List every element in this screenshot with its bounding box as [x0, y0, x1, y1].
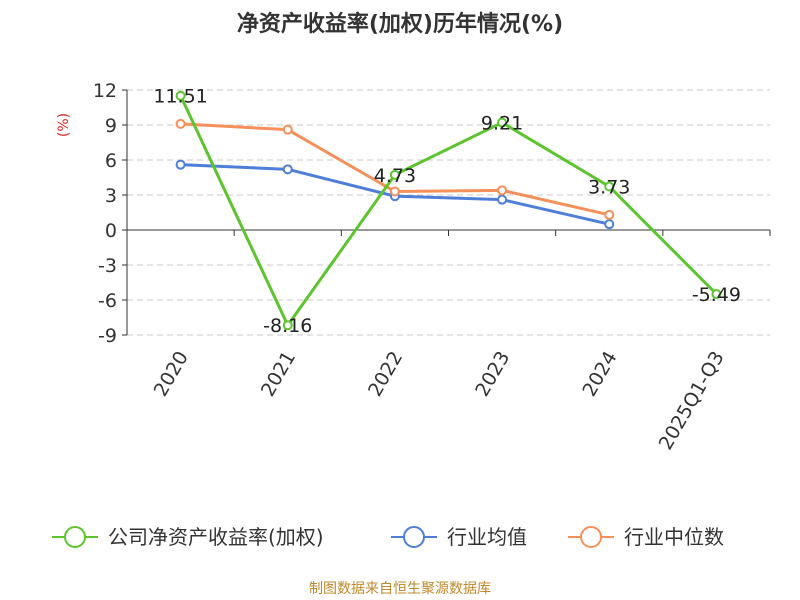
legend-marker	[403, 526, 425, 548]
grid-layer	[127, 89, 770, 336]
data-label-layer: 11.51 -8.16 4.73 9.21 3.73 -5.49	[153, 86, 741, 337]
data-label: 4.73	[374, 165, 416, 187]
x-tick-label: 2020	[150, 348, 193, 401]
x-tick-label: 2021	[257, 348, 300, 401]
data-point	[175, 118, 186, 129]
series-line-0	[179, 95, 718, 327]
y-tick-label: 3	[105, 185, 117, 207]
y-tick-label: 6	[105, 150, 117, 172]
data-point	[282, 164, 293, 175]
chart-title: 净资产收益率(加权)历年情况(%)	[236, 12, 564, 37]
data-point	[175, 90, 186, 101]
data-point	[604, 209, 615, 220]
legend-item: 行业中位数	[568, 525, 724, 549]
x-tick-label: 2025Q1-Q3	[655, 348, 729, 454]
data-point	[497, 194, 508, 205]
data-point	[497, 185, 508, 196]
data-point	[282, 320, 293, 331]
x-tick-label: 2024	[578, 348, 621, 401]
legend-label: 公司净资产收益率(加权)	[108, 525, 324, 549]
x-tick-label: 2022	[364, 348, 407, 401]
source-footer: 制图数据来自恒生聚源数据库	[309, 581, 491, 597]
data-point	[497, 117, 508, 128]
axis-layer: 12 9 6 3 0 -3 -6 -9 (%) 2020 2021 2022 2023 2024 2025Q…	[56, 80, 771, 454]
data-label: 3.73	[588, 176, 630, 198]
legend-item: 行业均值	[391, 525, 527, 549]
y-tick-label: -9	[98, 325, 117, 347]
legend-label: 行业均值	[447, 525, 527, 549]
y-tick-label: 0	[105, 220, 117, 242]
legend-marker	[580, 526, 602, 548]
data-point	[604, 219, 615, 230]
data-point	[711, 289, 722, 300]
legend: 公司净资产收益率(加权) 行业均值 行业中位数	[52, 525, 724, 549]
data-point	[175, 159, 186, 170]
data-point	[282, 124, 293, 135]
legend-marker	[64, 526, 86, 548]
y-tick-label: 9	[105, 115, 117, 137]
data-point	[389, 169, 400, 180]
y-tick-label: -3	[98, 255, 117, 277]
legend-label: 行业中位数	[624, 525, 724, 549]
x-tick-label: 2023	[471, 348, 514, 401]
y-tick-label: -6	[98, 290, 117, 312]
series-layer	[175, 90, 722, 331]
data-label: 9.21	[481, 113, 523, 135]
data-label: -5.49	[692, 284, 741, 306]
y-tick-label: 12	[93, 80, 117, 102]
data-point	[389, 186, 400, 197]
y-axis-label: (%)	[56, 113, 72, 137]
data-label: -8.16	[263, 315, 312, 337]
data-label: 11.51	[153, 86, 207, 108]
legend-item: 公司净资产收益率(加权)	[52, 525, 324, 549]
data-point	[604, 181, 615, 192]
